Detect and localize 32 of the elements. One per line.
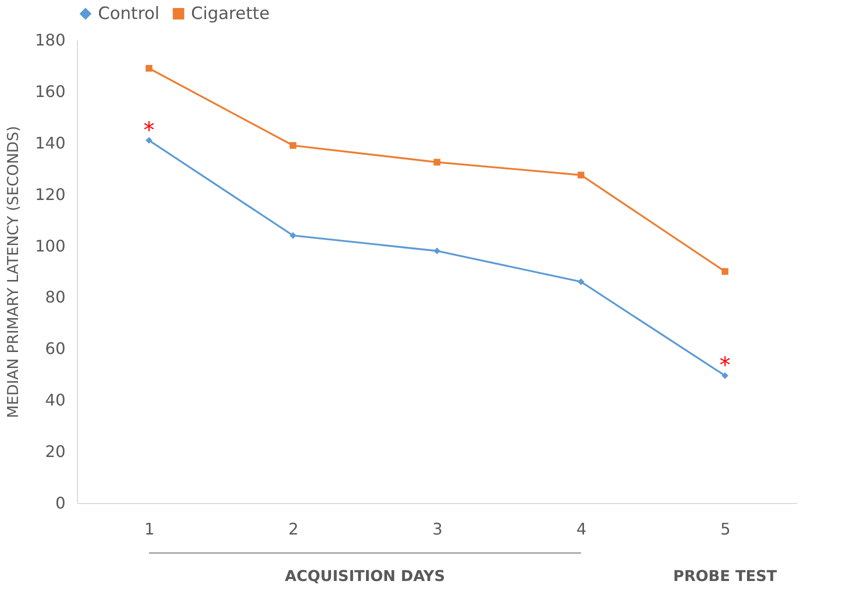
x-tick-label: 1 <box>144 520 155 538</box>
legend-label: Cigarette <box>191 4 270 24</box>
point <box>290 142 296 149</box>
point <box>578 172 584 178</box>
x-tick-label: 2 <box>288 520 299 538</box>
annotation: * <box>720 354 730 379</box>
y-tick-label: 80 <box>45 288 66 307</box>
point <box>722 372 728 380</box>
point <box>722 268 728 275</box>
y-tick-label: 40 <box>45 390 66 410</box>
x-tick-label: 5 <box>720 520 731 538</box>
y-tick-label: 60 <box>45 339 66 358</box>
y-tick-label: 0 <box>55 494 66 512</box>
y-tick-label: 120 <box>34 184 66 204</box>
annotation: * <box>144 118 154 144</box>
point <box>578 278 584 286</box>
y-tick-label: 100 <box>34 236 66 256</box>
y-axis-title: MEDIAN PRIMARY LATENCY (SECONDS) <box>4 126 22 418</box>
y-tick-label: 20 <box>45 442 66 462</box>
point <box>434 158 440 166</box>
point <box>290 232 296 239</box>
y-tick-label: 180 <box>34 30 66 50</box>
y-tick-label: 160 <box>34 82 66 101</box>
point <box>434 248 440 254</box>
legend-label: Control <box>98 4 160 24</box>
point <box>146 136 152 144</box>
text: ACQUISITION DAYS <box>284 567 446 585</box>
text: PROBE TEST <box>673 567 778 585</box>
x-tick-label: 4 <box>576 520 587 538</box>
y-tick-label: 140 <box>34 133 66 152</box>
point <box>146 64 152 72</box>
x-tick-label: 3 <box>432 520 443 538</box>
